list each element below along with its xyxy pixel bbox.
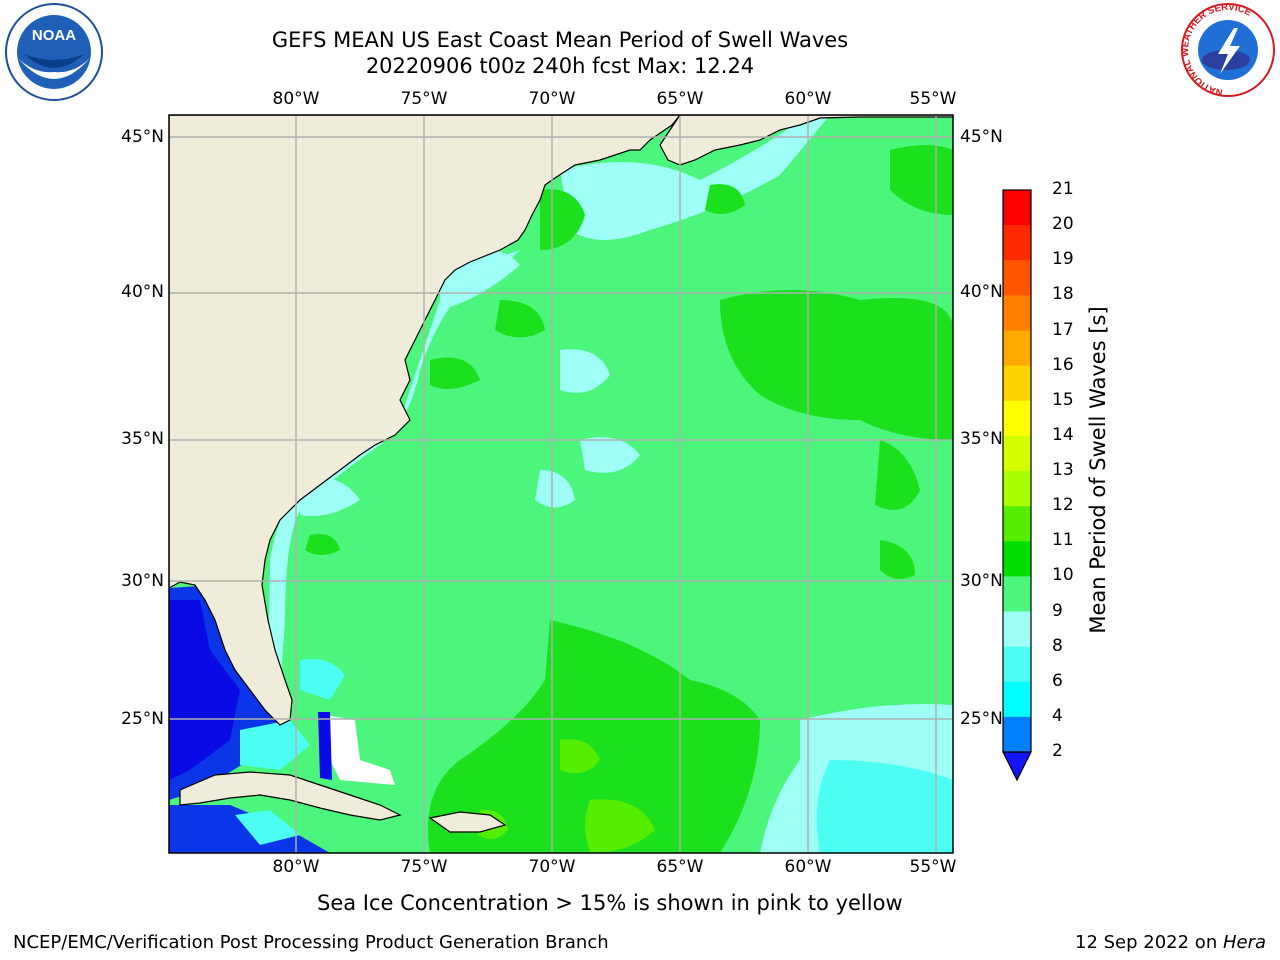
- swell-6s-region: [235, 810, 300, 845]
- colorbar-tick-label: 18: [1052, 284, 1074, 305]
- sea-ice-note: Sea Ice Concentration > 15% is shown in …: [317, 891, 903, 915]
- colorbar-segment: [1003, 225, 1031, 261]
- noaa-logo: NOAA: [5, 3, 103, 101]
- colorbar-tick-label: 21: [1052, 179, 1074, 199]
- colorbar-segment: [1003, 435, 1031, 472]
- lon-label-top: 70°W: [528, 89, 576, 109]
- colorbar-tick-label: 14: [1052, 424, 1074, 445]
- nws-logo: NATIONAL WEATHER SERVICE: [1180, 2, 1275, 98]
- bahamas-shoal: [318, 712, 332, 780]
- swell-11s-region: [890, 145, 953, 215]
- colorbar-segment: [1003, 681, 1031, 718]
- footer-credit: NCEP/EMC/Verification Post Processing Pr…: [13, 932, 609, 953]
- lat-label-left: 25°N: [121, 709, 164, 729]
- lat-label-right: 35°N: [960, 429, 1003, 449]
- swell-2s-region: [169, 600, 240, 780]
- lat-label-left: 30°N: [121, 571, 164, 591]
- colorbar-tick-label: 2: [1052, 741, 1063, 761]
- lat-label-right: 40°N: [960, 282, 1003, 302]
- noaa-logo-text: NOAA: [32, 27, 76, 44]
- colorbar-tick-label: 9: [1052, 600, 1063, 621]
- colorbar-segment: [1003, 471, 1031, 507]
- lon-label-bottom: 55°W: [909, 857, 957, 877]
- swell-12s-region: [585, 799, 655, 853]
- colorbar-segment: [1003, 400, 1031, 437]
- bahamas-ice-free: [325, 715, 395, 785]
- chart-title-line2: 20220906 t00z 240h fcst Max: 12.24: [365, 54, 755, 78]
- colorbar-frame: [1002, 189, 1032, 753]
- swell-9s-region: [560, 349, 610, 393]
- colorbar-label: Mean Period of Swell Waves [s]: [1086, 306, 1110, 634]
- lon-label-top: 60°W: [784, 89, 832, 109]
- cuba-land: [179, 771, 402, 821]
- colorbar-tick-label: 11: [1052, 530, 1074, 551]
- swell-11s-region: [305, 534, 340, 555]
- map-gridlines: [169, 115, 953, 853]
- footer-date-text: 12 Sep 2022 on: [1075, 932, 1223, 953]
- swell-11s-region: [720, 290, 953, 440]
- colorbar-segment: [1003, 295, 1031, 331]
- colorbar-segment: [1003, 576, 1031, 612]
- colorbar-segment: [1003, 611, 1031, 648]
- lon-label-bottom: 70°W: [528, 857, 576, 877]
- swell-9s-region: [560, 115, 830, 240]
- colorbar-tick-label: 6: [1052, 670, 1063, 691]
- colorbar-segment: [1003, 646, 1031, 683]
- lon-label-top: 80°W: [272, 89, 320, 109]
- footer-host: Hera: [1222, 932, 1266, 953]
- colorbar: [1002, 189, 1032, 782]
- lon-label-top: 55°W: [909, 89, 957, 109]
- swell-6s-region: [300, 659, 345, 700]
- colorbar-segment: [1003, 330, 1031, 367]
- swell-11s-region: [430, 357, 480, 389]
- colorbar-tick-label: 17: [1052, 319, 1074, 340]
- swell-11s-region: [495, 300, 545, 338]
- swell-11s-region: [705, 184, 745, 214]
- colorbar-tick-label: 8: [1052, 635, 1063, 656]
- swell-8s-region: [816, 760, 953, 853]
- colorbar-extend-arrow: [1002, 751, 1032, 782]
- colorbar-segment: [1003, 541, 1031, 577]
- swell-11s-region: [880, 540, 915, 579]
- lat-label-left: 40°N: [121, 282, 164, 302]
- colorbar-segment: [1003, 260, 1031, 296]
- lon-label-bottom: 75°W: [400, 857, 448, 877]
- colorbar-segment: [1003, 716, 1031, 753]
- hispaniola-land: [428, 811, 507, 833]
- colorbar-tick-label: 20: [1052, 214, 1074, 235]
- chart-title-line1: GEFS MEAN US East Coast Mean Period of S…: [271, 28, 849, 52]
- colorbar-segment: [1003, 190, 1031, 226]
- footer-date: 12 Sep 2022 on Hera: [1075, 932, 1266, 953]
- lon-label-bottom: 65°W: [656, 857, 704, 877]
- colorbar-tick-label: 10: [1052, 565, 1074, 586]
- lat-label-left: 45°N: [121, 127, 164, 147]
- lat-label-right: 45°N: [960, 127, 1003, 147]
- map-frame: [168, 114, 954, 854]
- colorbar-tick-label: 13: [1052, 460, 1074, 480]
- swell-12s-region: [560, 739, 600, 774]
- swell-11s-region: [875, 440, 920, 510]
- lon-label-bottom: 80°W: [272, 857, 320, 877]
- lon-label-top: 65°W: [656, 89, 704, 109]
- swell-9s-region: [535, 470, 575, 508]
- lon-label-top: 75°W: [400, 89, 448, 109]
- lon-label-bottom: 60°W: [784, 857, 832, 877]
- colorbar-tick-label: 12: [1052, 495, 1074, 516]
- colorbar-segment: [1003, 506, 1031, 542]
- swell-9s-region: [580, 437, 640, 473]
- lat-label-right: 30°N: [960, 571, 1003, 591]
- colorbar-tick-label: 4: [1052, 705, 1063, 726]
- swell-11s-region: [428, 620, 760, 853]
- colorbar-tick-label: 15: [1052, 389, 1074, 410]
- northeast-land: [659, 115, 953, 166]
- swell-6s-region: [240, 720, 310, 770]
- lat-label-left: 35°N: [121, 429, 164, 449]
- colorbar-segment: [1003, 365, 1031, 402]
- colorbar-tick-label: 19: [1052, 249, 1074, 270]
- lat-label-right: 25°N: [960, 709, 1003, 729]
- colorbar-tick-label: 16: [1052, 354, 1074, 375]
